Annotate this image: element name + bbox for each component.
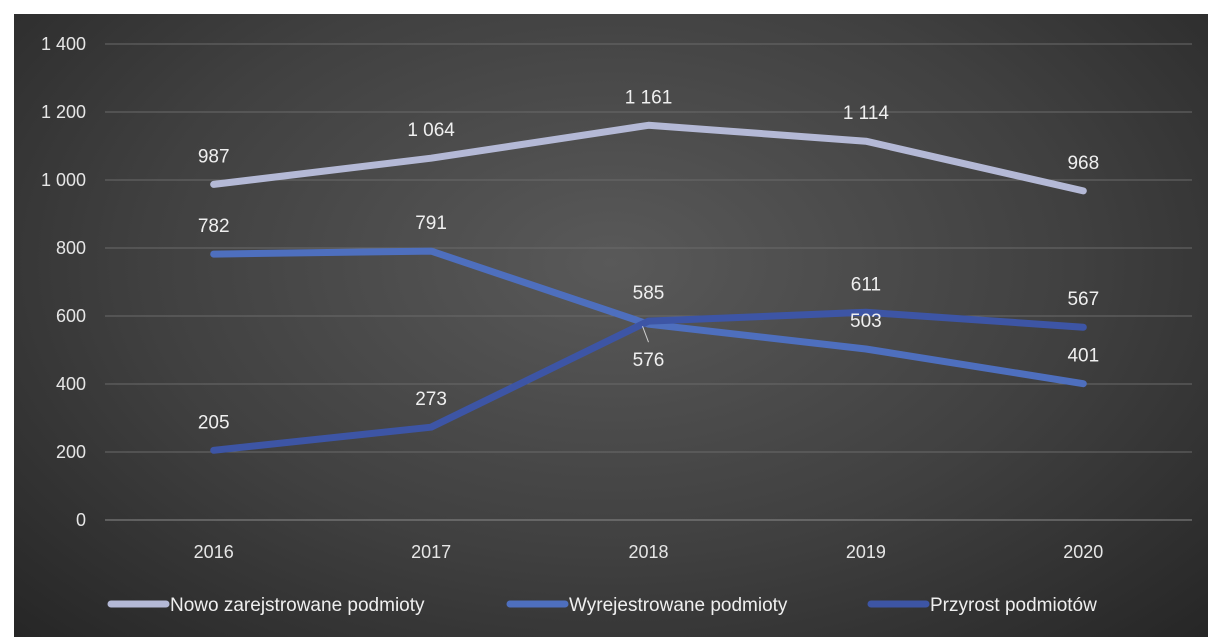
chart-frame: 0 200 400 600 800 1 000 1 200 1 400 2016 2017 201… — [14, 14, 1208, 637]
data-label: 987 — [198, 146, 230, 167]
x-tick-label: 2019 — [846, 542, 886, 562]
data-labels: 987 1 064 1 161 1 114 968 782 791 576 503 401 205 2… — [198, 87, 1099, 433]
data-label: 1 114 — [843, 103, 890, 124]
y-tick-label: 400 — [56, 374, 86, 394]
data-label: 401 — [1067, 346, 1099, 367]
legend-label: Przyrost podmiotów — [930, 595, 1097, 616]
x-tick-label: 2020 — [1063, 542, 1103, 562]
leader-line — [642, 325, 649, 343]
data-label: 782 — [198, 216, 230, 237]
y-tick-label: 600 — [56, 306, 86, 326]
data-label: 1 161 — [625, 87, 673, 108]
data-label: 968 — [1067, 153, 1099, 174]
y-tick-label: 1 200 — [41, 102, 86, 122]
y-axis-ticks: 0 200 400 600 800 1 000 1 200 1 400 — [41, 34, 86, 530]
x-tick-label: 2016 — [194, 542, 234, 562]
y-tick-label: 200 — [56, 442, 86, 462]
grid-lines — [105, 43, 1192, 521]
data-label: 791 — [415, 213, 447, 234]
x-axis-ticks: 2016 2017 2018 2019 2020 — [194, 542, 1104, 562]
x-tick-label: 2018 — [628, 542, 668, 562]
data-label: 611 — [851, 274, 881, 295]
data-label: 205 — [198, 412, 230, 433]
data-label: 585 — [633, 283, 665, 304]
data-label: 567 — [1067, 289, 1099, 310]
data-label: 1 064 — [407, 120, 455, 141]
y-tick-label: 800 — [56, 238, 86, 258]
legend-label: Nowo zarejstrowane podmioty — [170, 595, 425, 616]
data-label: 273 — [415, 389, 447, 410]
series-lines — [210, 121, 1087, 454]
y-tick-label: 0 — [76, 510, 86, 530]
data-label: 576 — [633, 350, 665, 371]
legend: Nowo zarejstrowane podmioty Wyrejestrowan… — [107, 595, 1097, 616]
series-line — [210, 121, 1087, 195]
y-tick-label: 1 400 — [41, 34, 86, 54]
x-tick-label: 2017 — [411, 542, 451, 562]
series-line — [210, 308, 1087, 454]
data-label: 503 — [850, 311, 882, 332]
legend-label: Wyrejestrowane podmioty — [569, 595, 788, 616]
y-tick-label: 1 000 — [41, 170, 86, 190]
